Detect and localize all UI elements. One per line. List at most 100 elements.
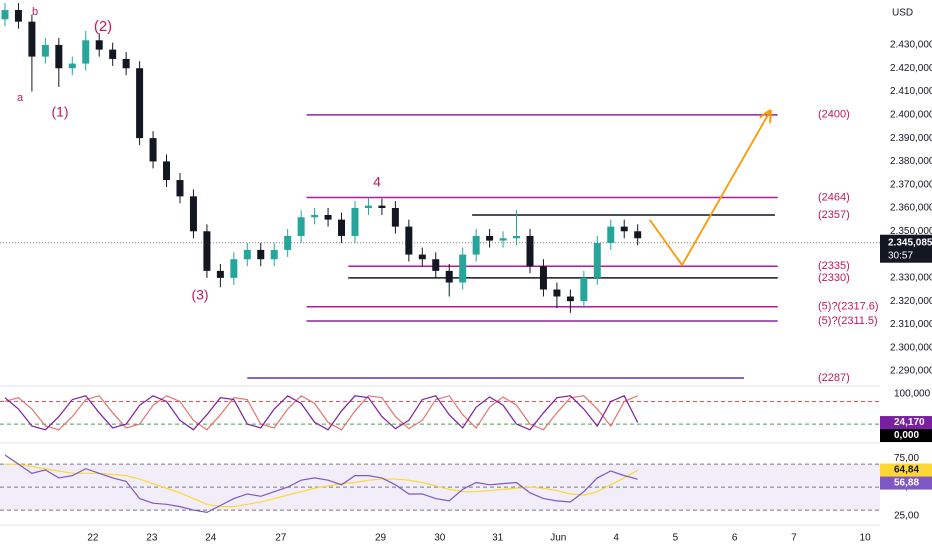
rsi-line xyxy=(4,454,638,513)
wave-label: (1) xyxy=(51,104,68,120)
candle-body xyxy=(364,205,372,208)
wave-label: 4 xyxy=(373,174,381,190)
candle-body xyxy=(634,231,642,239)
candle-body xyxy=(28,21,36,57)
candle-body xyxy=(553,289,561,297)
x-tick-label: 10 xyxy=(860,533,872,544)
y-tick-label: 2.380,000 xyxy=(890,156,932,167)
level-label: (2287) xyxy=(818,372,850,384)
y-tick-label: 2.420,000 xyxy=(890,63,932,74)
candle-body xyxy=(593,242,601,278)
candle-body xyxy=(418,254,426,260)
candle-body xyxy=(566,296,574,302)
candle-body xyxy=(189,196,197,232)
value-tag: 24,170 xyxy=(894,417,925,428)
projection xyxy=(649,112,770,267)
value-tag: 64,84 xyxy=(894,465,919,476)
candle-body xyxy=(620,226,628,232)
candle-body xyxy=(351,207,359,236)
candle-body xyxy=(203,231,211,271)
wave-label: (3) xyxy=(191,287,208,303)
x-tick-label: 5 xyxy=(673,533,679,544)
candle-body xyxy=(311,214,319,218)
candle-body xyxy=(284,235,292,250)
y-tick-label: 25,00 xyxy=(894,510,919,521)
y-tick-label: 2.300,000 xyxy=(890,342,932,353)
candle-body xyxy=(472,235,480,255)
candle-body xyxy=(526,235,534,267)
candle-body xyxy=(95,40,103,50)
y-tick-label: 2.360,000 xyxy=(890,203,932,214)
candle-body xyxy=(257,249,265,260)
y-tick-label: 75,00 xyxy=(894,453,919,464)
candle-body xyxy=(82,40,90,64)
countdown: 30:57 xyxy=(888,250,913,261)
candle-body xyxy=(338,219,346,236)
candle-body xyxy=(499,238,507,241)
wave-label: b xyxy=(32,6,38,18)
y-tick-label: 2.430,000 xyxy=(890,40,932,51)
level-label: (2400) xyxy=(818,109,850,121)
value-tag-bg xyxy=(880,476,932,490)
value-tag: 56,88 xyxy=(894,478,919,489)
y-tick-label: 2.290,000 xyxy=(890,366,932,377)
y-tick-label: 2.390,000 xyxy=(890,133,932,144)
x-tick-label: 22 xyxy=(87,533,99,544)
x-tick-label: 31 xyxy=(492,533,504,544)
candle-body xyxy=(445,270,453,283)
candle-body xyxy=(109,49,117,59)
price-tag-bg xyxy=(880,234,932,263)
price-tag: 2.345,085 xyxy=(888,237,932,248)
currency: USD xyxy=(892,8,913,19)
candle-body xyxy=(149,138,157,162)
rsi-ma xyxy=(4,463,638,508)
candle-body xyxy=(1,10,9,20)
level-label: (5)?(2311.5) xyxy=(818,315,878,327)
candle-body xyxy=(230,259,238,278)
candle-body xyxy=(41,44,49,57)
y-tick-label: 2.410,000 xyxy=(890,86,932,97)
stoch-d xyxy=(4,395,638,431)
level-label: (2464) xyxy=(818,191,850,203)
candle-body xyxy=(391,207,399,227)
x-tick-label: 6 xyxy=(732,533,738,544)
stoch-k xyxy=(4,395,639,431)
candle-body xyxy=(378,205,386,208)
x-tick-label: 29 xyxy=(375,533,387,544)
x-tick-label: 7 xyxy=(791,533,797,544)
candle-body xyxy=(607,226,615,243)
wave-label: a xyxy=(17,92,24,104)
wave-label: (2) xyxy=(94,18,112,35)
candle-body xyxy=(270,249,278,260)
candle-body xyxy=(163,161,171,181)
candle-body xyxy=(216,270,224,278)
candle-body xyxy=(68,63,76,69)
y-tick-label: 2.400,000 xyxy=(890,109,932,120)
y-tick-label: 100,000 xyxy=(894,389,931,400)
level-label: (5)?(2317.6) xyxy=(818,301,879,313)
candle-body xyxy=(580,277,588,302)
level-label: (2357) xyxy=(818,209,850,221)
candle-body xyxy=(459,254,467,283)
candle-body xyxy=(55,44,63,69)
candle-body xyxy=(539,266,547,290)
candle-body xyxy=(243,249,251,260)
x-tick-label: 24 xyxy=(205,533,217,544)
x-tick-label: 4 xyxy=(613,533,619,544)
candle-body xyxy=(136,68,144,139)
candle-body xyxy=(324,214,332,220)
level-label: (2330) xyxy=(818,272,850,284)
x-tick-label: 23 xyxy=(146,533,158,544)
candle-body xyxy=(405,226,413,255)
y-tick-label: 2.330,000 xyxy=(890,273,932,284)
value-tag-bg xyxy=(880,416,932,430)
candle-body xyxy=(432,259,440,271)
y-tick-label: 2.350,000 xyxy=(890,226,932,237)
value-tag-bg xyxy=(880,429,932,443)
value-tag-bg xyxy=(880,463,932,477)
candle-body xyxy=(176,180,184,197)
x-tick-label: Jun xyxy=(550,533,566,544)
candle-body xyxy=(486,235,494,241)
y-tick-label: 2.370,000 xyxy=(890,179,932,190)
